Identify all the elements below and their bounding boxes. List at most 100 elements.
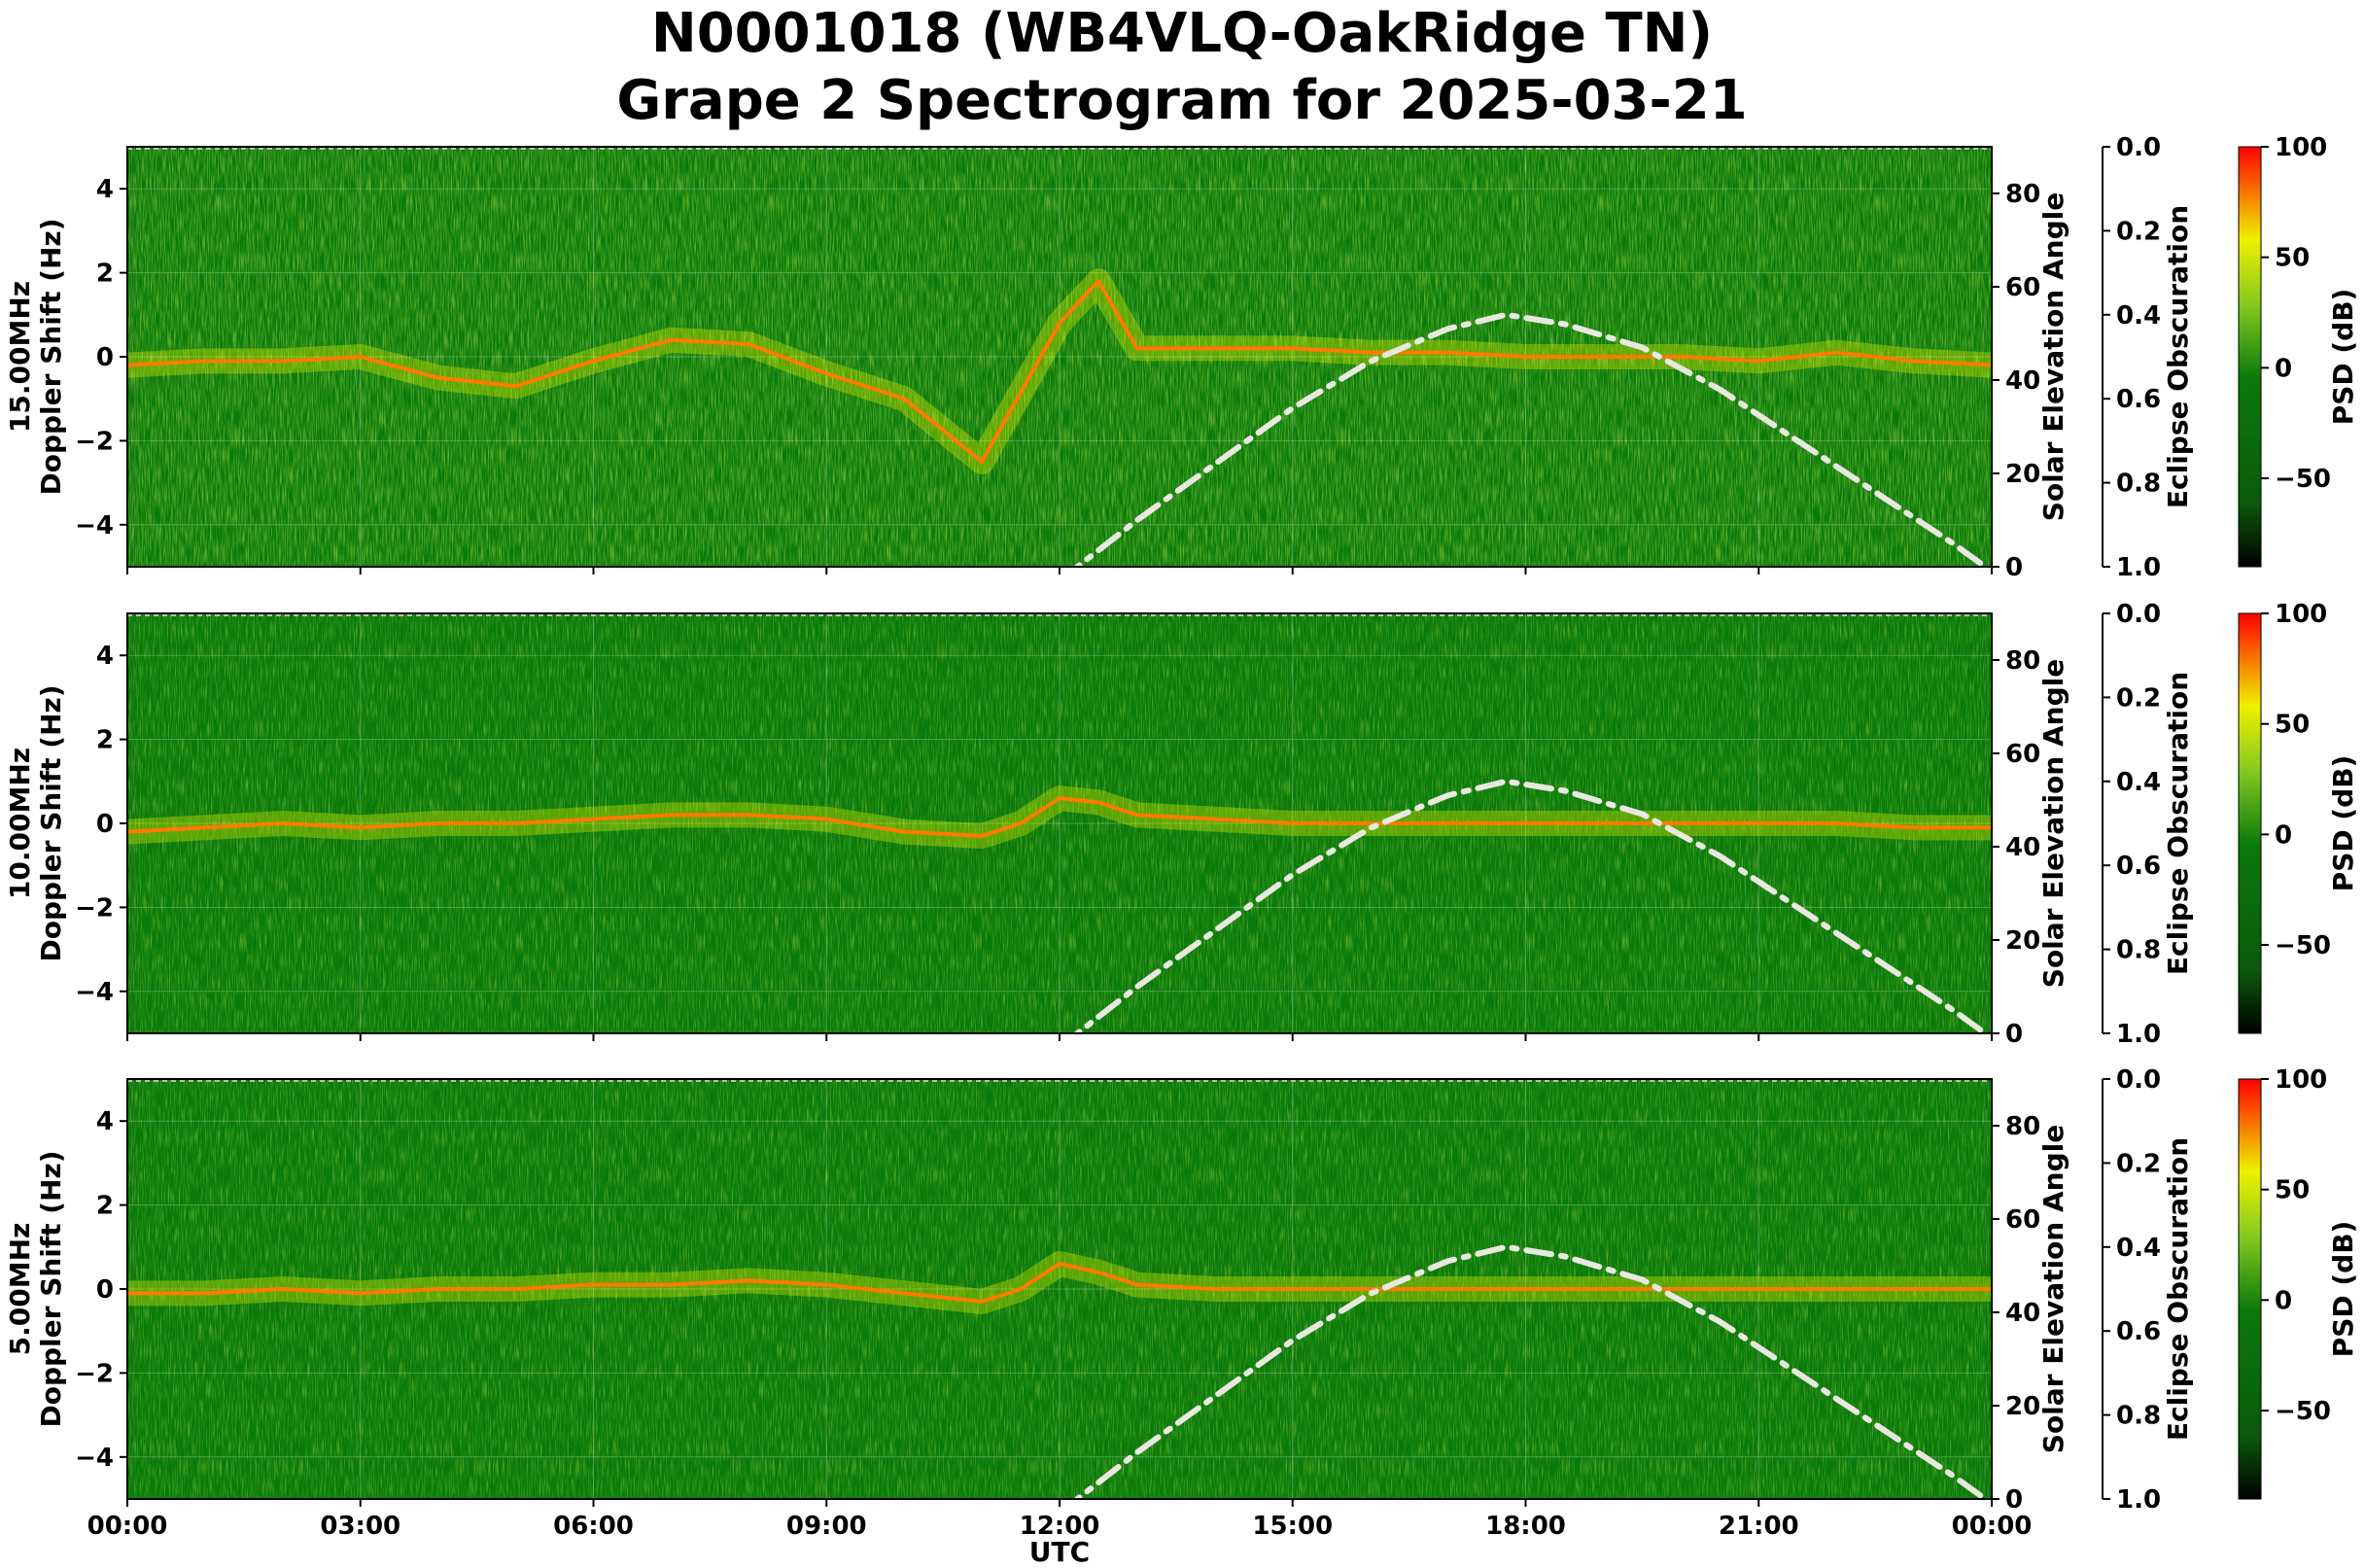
solar-tick-label: 40: [2005, 1299, 2040, 1328]
colorbar-tick-label: 0: [2275, 820, 2292, 850]
colorbar: [2238, 1078, 2262, 1500]
colorbar-label: PSD (dB): [2327, 289, 2359, 426]
doppler-trace: [127, 279, 1992, 464]
solar-tick-label: 80: [2005, 1112, 2040, 1141]
spectrogram-panels: 420−2−415.00MHz Doppler Shift (Hz)8060402…: [4, 133, 2359, 1568]
colorbar-label: PSD (dB): [2327, 755, 2359, 892]
colorbar: [2238, 612, 2262, 1034]
colorbar-tick-label: 100: [2275, 133, 2327, 162]
solar-tick-label: 0: [2005, 1020, 2023, 1049]
solar-tick-label: 80: [2005, 646, 2040, 676]
y-tick-label: −2: [75, 1359, 114, 1388]
colorbar-tick-label: 50: [2275, 711, 2310, 740]
eclipse-tick-label: 1.0: [2116, 1020, 2161, 1049]
panel-15mhz: 420−2−415.00MHz Doppler Shift (Hz)8060402…: [4, 133, 2359, 582]
x-tick-label: 15:00: [1252, 1512, 1333, 1541]
eclipse-tick-label: 0.8: [2116, 1402, 2161, 1431]
y-tick-label: −4: [75, 1444, 114, 1473]
solar-elevation-curve: [1072, 311, 1991, 567]
band-label: 5.00MHz: [4, 1223, 36, 1356]
solar-tick-label: 60: [2005, 740, 2040, 769]
plot-area: [127, 613, 1992, 1033]
eclipse-tick-label: 0.6: [2116, 852, 2161, 881]
solar-axis-label: Solar Elevation Angle: [2037, 192, 2069, 521]
solar-tick-label: 80: [2005, 180, 2040, 209]
x-tick-label: 12:00: [1020, 1512, 1100, 1541]
eclipse-axis-label: Eclipse Obscuration: [2162, 1137, 2194, 1441]
y-tick-label: 0: [96, 810, 114, 839]
solar-tick-label: 20: [2005, 926, 2040, 956]
colorbar-tick-label: 0: [2275, 1286, 2292, 1315]
eclipse-tick-label: 0.4: [2116, 1234, 2161, 1263]
chart-title-line2: Grape 2 Spectrogram for 2025-03-21: [616, 69, 1747, 132]
eclipse-tick-label: 0.2: [2116, 217, 2161, 246]
x-axis-label: UTC: [1029, 1536, 1090, 1568]
eclipse-tick-label: 0.4: [2116, 768, 2161, 797]
y-tick-label: −4: [75, 978, 114, 1007]
colorbar: [2238, 146, 2262, 568]
y-tick-label: 4: [96, 1107, 114, 1136]
eclipse-tick-label: 0.8: [2116, 936, 2161, 965]
solar-axis-label: Solar Elevation Angle: [2037, 1125, 2069, 1453]
eclipse-tick-label: 0.2: [2116, 1149, 2161, 1178]
solar-tick-label: 60: [2005, 1205, 2040, 1235]
band-label: 10.00MHz: [4, 748, 36, 899]
solar-tick-label: 0: [2005, 553, 2023, 582]
panel-5mhz: 420−2−45.00MHz Doppler Shift (Hz)80604020…: [4, 1065, 2359, 1568]
y-tick-label: −2: [75, 893, 114, 923]
y-axis-label: Doppler Shift (Hz): [35, 218, 67, 495]
eclipse-tick-label: 0.0: [2116, 133, 2161, 162]
eclipse-tick-label: 0.6: [2116, 385, 2161, 414]
y-axis-label: Doppler Shift (Hz): [35, 684, 67, 961]
colorbar-tick-label: 50: [2275, 244, 2310, 273]
solar-axis-label: Solar Elevation Angle: [2037, 659, 2069, 988]
y-tick-label: −2: [75, 427, 114, 456]
solar-tick-label: 40: [2005, 833, 2040, 862]
colorbar-tick-label: 50: [2275, 1176, 2310, 1205]
plot-area: [127, 147, 1992, 567]
eclipse-tick-label: 0.0: [2116, 600, 2161, 629]
x-tick-label: 03:00: [320, 1512, 400, 1541]
solar-elevation-curve: [1072, 1243, 1991, 1499]
colorbar-tick-label: −50: [2275, 931, 2331, 960]
eclipse-tick-label: 1.0: [2116, 553, 2161, 582]
solar-elevation-curve: [1072, 778, 1991, 1033]
x-tick-label: 00:00: [1952, 1512, 2033, 1541]
solar-tick-label: 0: [2005, 1485, 2023, 1515]
y-tick-label: 0: [96, 1275, 114, 1305]
y-tick-label: 2: [96, 1192, 114, 1221]
y-axis-label: Doppler Shift (Hz): [35, 1150, 67, 1427]
solar-tick-label: 20: [2005, 1392, 2040, 1421]
y-tick-label: 4: [96, 642, 114, 671]
solar-tick-label: 60: [2005, 273, 2040, 302]
x-tick-label: 09:00: [786, 1512, 867, 1541]
panel-10mhz: 420−2−410.00MHz Doppler Shift (Hz)8060402…: [4, 600, 2359, 1049]
eclipse-axis-label: Eclipse Obscuration: [2162, 205, 2194, 508]
x-tick-label: 21:00: [1719, 1512, 1799, 1541]
eclipse-tick-label: 0.6: [2116, 1317, 2161, 1346]
eclipse-tick-label: 0.4: [2116, 301, 2161, 331]
eclipse-tick-label: 0.0: [2116, 1065, 2161, 1095]
y-tick-label: 0: [96, 343, 114, 372]
band-label: 15.00MHz: [4, 281, 36, 433]
y-tick-label: 2: [96, 726, 114, 755]
y-tick-label: −4: [75, 511, 114, 540]
colorbar-tick-label: −50: [2275, 465, 2331, 494]
solar-tick-label: 20: [2005, 460, 2040, 489]
eclipse-tick-label: 1.0: [2116, 1485, 2161, 1515]
y-tick-label: 2: [96, 260, 114, 289]
x-tick-label: 18:00: [1485, 1512, 1566, 1541]
colorbar-tick-label: 100: [2275, 600, 2327, 629]
colorbar-tick-label: 0: [2275, 354, 2292, 383]
x-tick-label: 00:00: [87, 1512, 168, 1541]
chart-title-line1: N0001018 (WB4VLQ-OakRidge TN): [651, 2, 1713, 65]
eclipse-tick-label: 0.8: [2116, 470, 2161, 499]
eclipse-tick-label: 0.2: [2116, 683, 2161, 713]
x-tick-label: 06:00: [553, 1512, 634, 1541]
y-tick-label: 4: [96, 175, 114, 204]
plot-area: [127, 1079, 1992, 1499]
solar-tick-label: 40: [2005, 366, 2040, 396]
eclipse-axis-label: Eclipse Obscuration: [2162, 672, 2194, 975]
colorbar-tick-label: −50: [2275, 1397, 2331, 1426]
